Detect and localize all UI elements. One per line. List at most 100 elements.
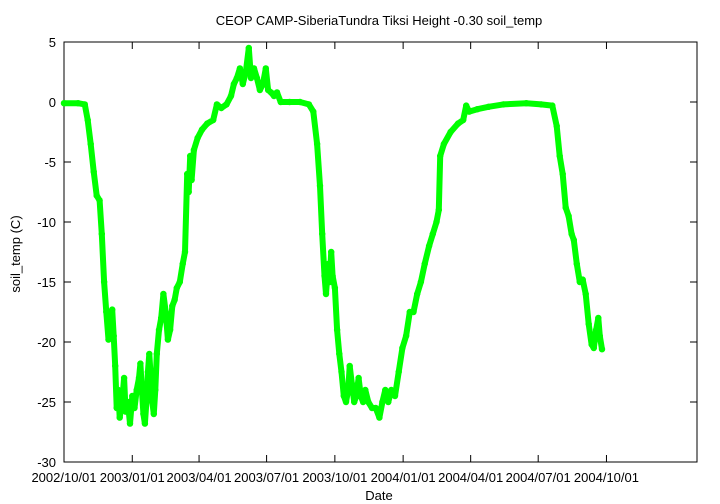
data-point [112, 362, 119, 370]
data-point [319, 230, 326, 238]
data-point [74, 100, 82, 107]
data-point [109, 306, 116, 313]
y-tick-label: -20 [37, 335, 56, 350]
data-point [447, 128, 454, 136]
data-point [414, 290, 421, 298]
data-point [126, 420, 134, 427]
data-point [500, 101, 507, 108]
soil-temp-series-line [61, 45, 605, 427]
data-point [372, 404, 379, 412]
data-point [463, 102, 470, 109]
data-point [103, 308, 110, 316]
data-point [236, 65, 244, 72]
data-point [181, 248, 189, 256]
data-point [84, 116, 91, 124]
y-tick-label: -15 [37, 275, 56, 290]
data-point [348, 380, 356, 388]
data-point [98, 230, 106, 238]
x-tick-label: 2003/04/01 [167, 470, 232, 485]
x-tick-label: 2002/10/01 [31, 470, 96, 485]
x-tick-label: 2004/07/01 [506, 470, 571, 485]
data-point [326, 278, 333, 286]
y-tick-label: -25 [37, 395, 56, 410]
data-point [388, 386, 395, 394]
data-point [379, 398, 386, 406]
data-point [331, 284, 339, 292]
data-point [598, 346, 606, 353]
data-point [162, 308, 169, 316]
data-point [562, 204, 569, 211]
data-point [176, 278, 183, 286]
data-point [149, 398, 156, 406]
data-point [395, 368, 402, 376]
series-layer [60, 44, 606, 427]
data-point [259, 80, 267, 88]
data-point [595, 314, 602, 322]
data-point [402, 332, 410, 340]
data-point [169, 302, 176, 310]
data-point [313, 140, 321, 148]
data-point [325, 260, 332, 268]
data-point [391, 392, 399, 400]
data-point [321, 272, 328, 280]
data-point [549, 102, 556, 109]
data-point [382, 386, 389, 394]
data-point [355, 374, 362, 382]
data-point [556, 152, 563, 160]
data-point [262, 65, 269, 72]
data-point [410, 308, 417, 316]
data-point [362, 386, 369, 394]
data-point [230, 80, 238, 88]
data-point [460, 116, 467, 124]
data-point [277, 98, 284, 106]
data-point [117, 404, 125, 412]
data-point [353, 392, 360, 400]
data-point [198, 126, 206, 133]
data-point [365, 398, 372, 406]
data-point [310, 108, 317, 115]
data-point [213, 101, 221, 108]
data-point [115, 386, 122, 394]
data-point [166, 326, 174, 334]
data-point [131, 404, 138, 412]
data-point [573, 260, 580, 268]
y-tick-label: -30 [37, 455, 56, 470]
x-axis-label: Date [365, 488, 392, 503]
plot-frame [63, 41, 698, 463]
data-point [105, 336, 112, 343]
data-point [171, 296, 178, 304]
x-tick-label: 2004/10/01 [574, 470, 639, 485]
data-point [253, 74, 261, 82]
data-point [90, 168, 97, 175]
data-point [437, 152, 444, 160]
data-point [273, 89, 281, 96]
x-tick-label: 2003/01/01 [100, 470, 165, 485]
data-point [351, 398, 358, 406]
data-point [133, 386, 140, 394]
data-point [345, 386, 352, 394]
data-point [559, 170, 566, 178]
data-point [250, 65, 258, 72]
data-point [107, 314, 115, 322]
data-point [138, 386, 146, 394]
data-point [93, 192, 100, 199]
data-point [565, 212, 572, 220]
data-point [485, 103, 492, 111]
data-point [359, 398, 367, 406]
data-point [399, 344, 406, 352]
data-point [342, 398, 350, 406]
data-point [585, 320, 592, 328]
data-point [173, 284, 180, 292]
y-tick-label: 5 [49, 35, 56, 50]
data-point [155, 326, 163, 334]
data-point [188, 176, 195, 184]
data-point [385, 398, 392, 406]
y-tick-label: -10 [37, 215, 56, 230]
data-point [190, 146, 198, 154]
data-point [143, 398, 150, 406]
data-point [425, 242, 433, 250]
data-point [523, 100, 530, 107]
x-tick-label: 2004/01/01 [371, 470, 436, 485]
data-point [245, 44, 252, 52]
y-axis: 5 0 -5 -10 -15 -20 -25 -30 [37, 35, 697, 470]
